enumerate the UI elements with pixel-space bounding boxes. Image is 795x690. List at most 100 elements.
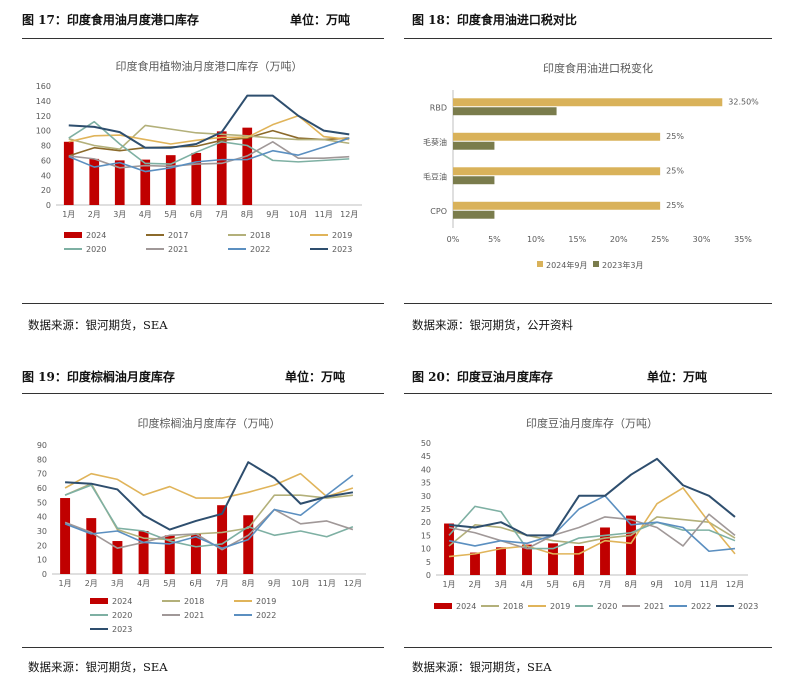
category-label: 毛豆油: [423, 171, 447, 181]
x-tick-label: 1月: [62, 210, 75, 219]
legend-label-2020: 2020: [597, 602, 617, 611]
data-label: 32.50%: [728, 97, 759, 106]
bar-2024: [165, 155, 176, 205]
x-tick-label: 5月: [163, 579, 176, 588]
bar-2023年3月: [453, 141, 495, 150]
line-series-2021: [68, 140, 350, 169]
y-tick-label: 90: [37, 441, 47, 450]
legend-label-2019: 2019: [550, 602, 570, 611]
legend-swatch-2024: [90, 598, 108, 604]
fig17-source: 数据来源：银河期货，SEA: [28, 318, 168, 332]
fig19-title: 图 19：印度棕榈油月度库存: [22, 370, 175, 384]
line-series-2023: [448, 457, 736, 537]
legend-label-2022: 2022: [691, 602, 711, 611]
y-tick-label: 15: [421, 531, 431, 540]
x-tick-label: 15%: [568, 235, 586, 244]
fig20-source: 数据来源：银河期货，SEA: [412, 660, 552, 674]
legend-swatch-2023年3月: [593, 261, 599, 267]
y-tick-label: 40: [41, 171, 51, 180]
y-tick-label: 60: [37, 484, 47, 493]
y-tick-label: 0: [42, 570, 47, 579]
legend-label-2024年9月: 2024年9月: [546, 260, 587, 270]
bar-2024: [60, 498, 71, 574]
chart-title: 印度棕榈油月度库存（万吨）: [138, 416, 281, 430]
x-tick-label: 0%: [447, 235, 460, 244]
line-series-2022: [64, 474, 354, 549]
y-tick-label: 70: [37, 470, 47, 479]
fig20-unit: 单位：万吨: [647, 370, 708, 384]
bar-2024: [191, 152, 202, 205]
line-series-2018: [68, 124, 350, 151]
x-tick-label: 6月: [190, 210, 203, 219]
bar-2024: [114, 160, 125, 205]
y-tick-label: 35: [421, 479, 431, 488]
y-tick-label: 20: [41, 186, 51, 195]
x-tick-label: 2月: [88, 210, 101, 219]
bar-2024年9月: [453, 98, 723, 107]
fig19-chart: 印度棕榈油月度库存（万吨） 0 10 20 30 40 50 60 70 80 90 1月 2月 3月 4月…: [37, 416, 366, 634]
fig20-bottom-rule: [404, 647, 772, 648]
bar-2024: [112, 541, 123, 574]
x-tick-label: 9月: [266, 210, 279, 219]
x-tick-label: 7月: [215, 210, 228, 219]
bar-2024: [242, 127, 253, 205]
bar-2024: [444, 523, 454, 575]
x-tick-label: 9月: [268, 579, 281, 588]
chart-title: 印度食用植物油月度港口库存（万吨）: [116, 59, 303, 73]
legend-label-2024: 2024: [456, 602, 476, 611]
bar-2024: [243, 515, 254, 574]
x-tick-label: 6月: [572, 580, 585, 589]
legend-label-2021: 2021: [168, 245, 188, 254]
x-tick-label: 11月: [700, 580, 718, 589]
bar-2024: [217, 505, 228, 574]
bar-2023年3月: [453, 107, 557, 116]
legend-label-2018: 2018: [250, 231, 270, 240]
bar-2024: [574, 545, 584, 575]
y-tick-label: 80: [41, 142, 51, 151]
fig18-bottom-rule: [404, 303, 772, 304]
legend-label-2024: 2024: [86, 231, 106, 240]
legend-label-2019: 2019: [256, 597, 276, 606]
x-tick-label: 4月: [137, 579, 150, 588]
data-label: 25%: [666, 201, 684, 210]
category-label: 毛葵油: [423, 137, 447, 147]
bar-2024年9月: [453, 132, 661, 141]
line-series-2022: [448, 495, 736, 553]
y-tick-label: 20: [421, 518, 431, 527]
x-tick-label: 7月: [216, 579, 229, 588]
line-series-2019: [448, 487, 736, 558]
line-series-2020: [64, 484, 354, 548]
fig18-chart: 印度食用油进口税变化 0% 5% 10% 15% 20% 25% 30% 35% RBD 32.50…: [423, 61, 759, 270]
legend-label-2021: 2021: [644, 602, 664, 611]
x-tick-label: 12月: [726, 580, 744, 589]
chart-title: 印度食用油进口税变化: [543, 61, 653, 75]
x-tick-label: 30%: [693, 235, 711, 244]
fig18-title: 图 18：印度食用油进口税对比: [412, 13, 577, 27]
bar-2023年3月: [453, 176, 495, 185]
y-tick-label: 160: [36, 82, 51, 91]
y-tick-label: 10: [37, 556, 47, 565]
bar-2024: [496, 547, 506, 575]
data-label: 25%: [666, 166, 684, 175]
y-tick-label: 50: [37, 498, 47, 507]
bar-2024: [522, 544, 532, 575]
legend-label-2021: 2021: [184, 611, 204, 620]
legend-label-2018: 2018: [503, 602, 523, 611]
x-tick-label: 7月: [598, 580, 611, 589]
x-tick-label: 8月: [242, 579, 255, 588]
y-tick-label: 30: [37, 527, 47, 536]
x-tick-label: 10%: [527, 235, 545, 244]
legend-label-2018: 2018: [184, 597, 204, 606]
x-tick-label: 12月: [340, 210, 358, 219]
y-tick-label: 10: [421, 545, 431, 554]
y-tick-label: 45: [421, 452, 431, 461]
y-tick-label: 50: [421, 439, 431, 448]
x-tick-label: 12月: [344, 579, 362, 588]
x-tick-label: 1月: [442, 580, 455, 589]
legend-label-2017: 2017: [168, 231, 188, 240]
data-label: 25%: [666, 132, 684, 141]
x-tick-label: 11月: [318, 579, 336, 588]
x-tick-label: 4月: [520, 580, 533, 589]
y-tick-label: 40: [37, 513, 47, 522]
y-tick-label: 25: [421, 505, 431, 514]
